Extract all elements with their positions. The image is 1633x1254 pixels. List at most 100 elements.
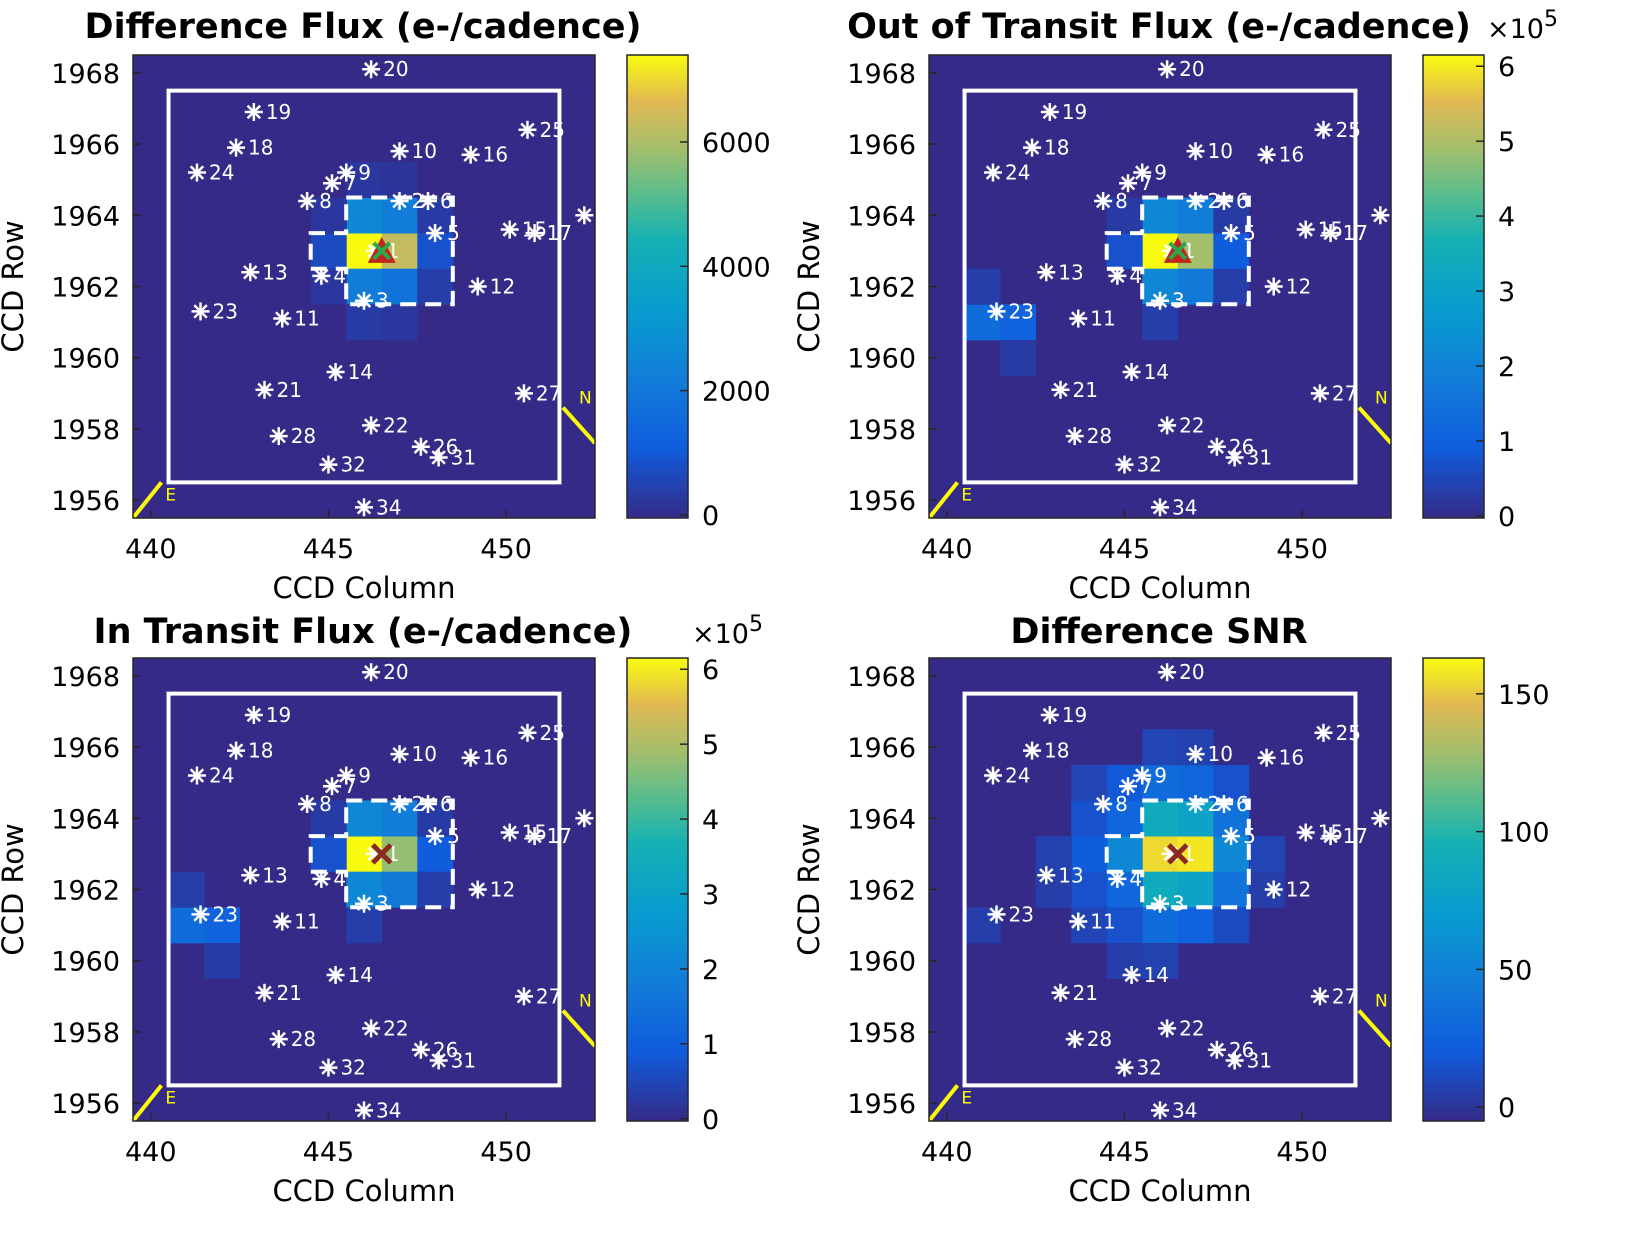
pixel-cell xyxy=(1142,800,1179,837)
star-ray xyxy=(420,193,436,209)
star-marker xyxy=(1023,138,1042,157)
star-ray xyxy=(1188,193,1203,209)
star-label: 8 xyxy=(1115,792,1128,816)
star-ray xyxy=(243,265,258,280)
colorbar-tick-label: 1 xyxy=(1498,427,1515,458)
star-ray xyxy=(1042,104,1058,120)
north-arrow xyxy=(1357,1009,1393,1048)
star-label: 19 xyxy=(1062,703,1087,727)
star-ray xyxy=(356,1103,372,1118)
x-tick-label: 450 xyxy=(480,1137,532,1168)
y-tick-label: 1956 xyxy=(51,1089,120,1120)
star-marker xyxy=(1371,809,1390,828)
star-marker xyxy=(187,163,206,182)
star-ray xyxy=(339,165,354,180)
colorbar-tick-label: 0 xyxy=(702,501,719,532)
colorbar-tick-label: 4 xyxy=(1498,202,1515,233)
star-label: 8 xyxy=(319,189,332,213)
star-marker xyxy=(1186,192,1205,211)
star-ray xyxy=(189,768,205,783)
pixel-cell xyxy=(1035,871,1072,908)
out-of-transit-flux-panel: NE12345678910111213141516171819202122232… xyxy=(792,7,1558,605)
star-ray xyxy=(1373,811,1388,826)
star-label: 11 xyxy=(1090,307,1115,331)
pixel-cell xyxy=(381,304,418,341)
chart-title: Out of Transit Flux (e-/cadence) xyxy=(847,7,1471,47)
star-marker xyxy=(468,880,487,899)
x-axis-label: CCD Column xyxy=(272,571,455,605)
star-ray xyxy=(1298,825,1313,840)
star-label: 8 xyxy=(1115,189,1128,213)
colorbar-multiplier: ×105 xyxy=(1487,7,1558,45)
pixel-cell xyxy=(1177,836,1214,873)
star-marker xyxy=(312,869,331,888)
star-marker xyxy=(355,498,373,517)
y-axis-label: CCD Row xyxy=(792,220,826,352)
star-ray xyxy=(1120,779,1136,794)
star-marker xyxy=(323,777,342,796)
star-marker xyxy=(1133,163,1152,182)
star-label: 2 xyxy=(1208,189,1221,213)
star-marker xyxy=(468,277,487,296)
star-marker xyxy=(514,987,533,1006)
star-ray xyxy=(193,304,208,319)
star-marker xyxy=(255,983,274,1002)
pixel-cell xyxy=(1142,304,1179,341)
star-marker xyxy=(191,302,210,321)
star-marker xyxy=(1151,291,1169,310)
pixel-cell xyxy=(1106,836,1143,873)
x-axis-label: CCD Column xyxy=(272,1174,455,1208)
star-marker xyxy=(1040,705,1059,724)
pixel-cell xyxy=(1213,907,1250,944)
y-tick-label: 1968 xyxy=(847,662,916,693)
star-label: 17 xyxy=(547,824,572,848)
aperture-outline xyxy=(1104,195,1251,307)
star-ray xyxy=(520,122,535,137)
star-marker xyxy=(227,741,246,760)
star-ray xyxy=(502,825,517,840)
x-tick-label: 445 xyxy=(303,1137,355,1168)
colorbar-tick-label: 6000 xyxy=(702,128,771,159)
pixel-cell xyxy=(1106,197,1143,234)
star-ray xyxy=(1039,868,1054,883)
star-ray xyxy=(363,418,379,433)
star-ray xyxy=(1053,985,1068,1000)
star-label: 31 xyxy=(1247,1048,1272,1072)
pixel-cell xyxy=(1213,764,1250,801)
pixel-cell xyxy=(204,942,241,979)
star-ray xyxy=(577,811,592,826)
star-marker xyxy=(1069,912,1088,931)
star-ray xyxy=(193,907,208,922)
pixel-cell xyxy=(1106,233,1143,270)
star-ray xyxy=(1120,176,1136,191)
star-marker xyxy=(983,766,1002,785)
colorbar-tick-label: 5 xyxy=(1498,127,1515,158)
star-ray xyxy=(1159,62,1175,77)
star-marker xyxy=(1257,748,1276,767)
star-ray xyxy=(1095,193,1111,209)
y-tick-label: 1968 xyxy=(847,59,916,90)
star-ray xyxy=(324,779,340,794)
pixel-cell xyxy=(310,233,347,270)
colorbar-tick-label: 6 xyxy=(1498,52,1515,83)
east-arrow xyxy=(131,481,163,520)
star-ray xyxy=(1159,665,1175,680)
star-label: 10 xyxy=(412,139,437,163)
star-marker xyxy=(390,142,409,161)
east-arrow xyxy=(927,1084,959,1123)
x-tick-label: 445 xyxy=(1099,534,1151,565)
y-tick-label: 1962 xyxy=(847,273,916,304)
pixel-cell xyxy=(381,871,418,908)
star-label: 14 xyxy=(348,963,373,987)
star-ray xyxy=(1188,746,1203,762)
y-tick-label: 1966 xyxy=(51,130,120,161)
star-marker xyxy=(1151,1101,1169,1120)
north-arrow xyxy=(1357,406,1393,445)
east-label: E xyxy=(165,486,176,506)
colorbar-tick-label: 3 xyxy=(1498,277,1515,308)
pixel-cell xyxy=(1177,907,1214,944)
star-label: 9 xyxy=(358,764,371,788)
pixel-cell xyxy=(1213,268,1250,305)
star-label: 9 xyxy=(1154,161,1167,185)
star-label: 20 xyxy=(1179,57,1204,81)
